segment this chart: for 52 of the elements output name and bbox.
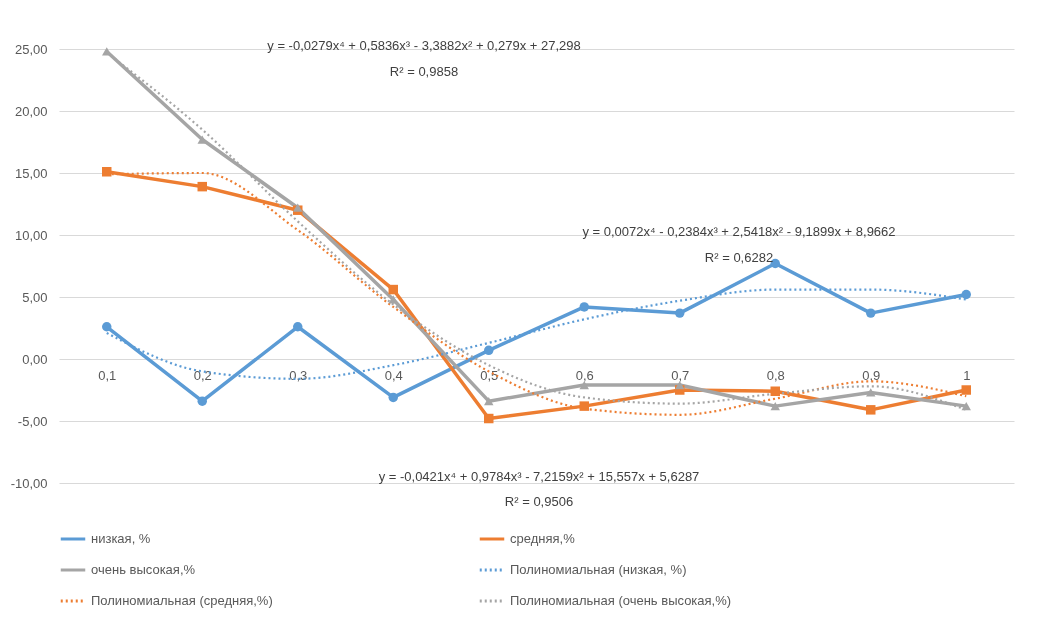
point	[197, 181, 207, 192]
x-tick-label: 0,7	[671, 367, 690, 383]
point	[961, 402, 971, 411]
point	[102, 322, 112, 332]
x-tick-label: 0,9	[862, 367, 881, 383]
point	[579, 302, 589, 312]
point	[770, 402, 780, 411]
y-tick-label: 20,00	[14, 103, 48, 119]
y-tick-label: 25,00	[14, 41, 48, 57]
point	[961, 289, 971, 300]
point	[770, 386, 780, 396]
point	[102, 167, 112, 177]
x-tick-label: 0,3	[289, 367, 308, 383]
point	[866, 308, 876, 318]
text: R² = 0,9506	[504, 494, 574, 509]
point	[484, 413, 494, 424]
x-tick-label: 0,1	[98, 367, 117, 383]
y-tick-label: -10,00	[10, 475, 48, 491]
x-tick-label: 0,2	[193, 367, 212, 383]
legend-label: Полиномиальная (очень высокая,%)	[510, 593, 732, 608]
y-tick-label: 10,00	[14, 227, 48, 243]
annotation: R² = 0,9858	[389, 64, 459, 79]
y-tick-label: -5,00	[17, 413, 48, 429]
y-tick-label: 0,00	[22, 351, 48, 367]
point	[388, 284, 398, 295]
annotation: y = -0,0421x⁴ + 0,9784x³ - 7,2159x² + 15,557x + 5,6287	[378, 469, 700, 484]
legend-label: Полиномиальная (низкая, %)	[510, 562, 687, 577]
x-tick-label: 0,5	[480, 367, 499, 383]
point	[197, 396, 207, 406]
x-tick-label: 0,8	[766, 367, 785, 383]
point	[675, 308, 685, 318]
legend-label: средняя,%	[510, 531, 576, 546]
annotation: y = 0,0072x⁴ - 0,2384x³ + 2,5418x² - 9,1899x + 8,9662	[582, 224, 896, 239]
point	[579, 401, 589, 411]
x-tick-label: 0,4	[384, 367, 403, 383]
legend-label: Полиномиальная (средняя,%)	[91, 593, 273, 608]
point	[484, 345, 494, 356]
legend-label: низкая, %	[91, 531, 151, 546]
annotation: R² = 0,6282	[704, 250, 774, 265]
point	[484, 397, 494, 406]
x-tick-label: 0,6	[575, 367, 594, 383]
point	[388, 392, 398, 403]
point	[961, 385, 971, 395]
legend-label: очень высокая,%	[91, 562, 196, 577]
x-tick-label: 1	[963, 367, 971, 383]
point	[866, 388, 876, 397]
annotation: y = -0,0279x⁴ + 0,5836x³ - 3,3882x² + 0,279x + 27,298	[267, 38, 581, 53]
point	[293, 322, 303, 332]
y-tick-label: 15,00	[14, 165, 48, 181]
point	[388, 295, 398, 304]
point	[866, 405, 876, 415]
y-tick-label: 5,00	[22, 289, 48, 305]
